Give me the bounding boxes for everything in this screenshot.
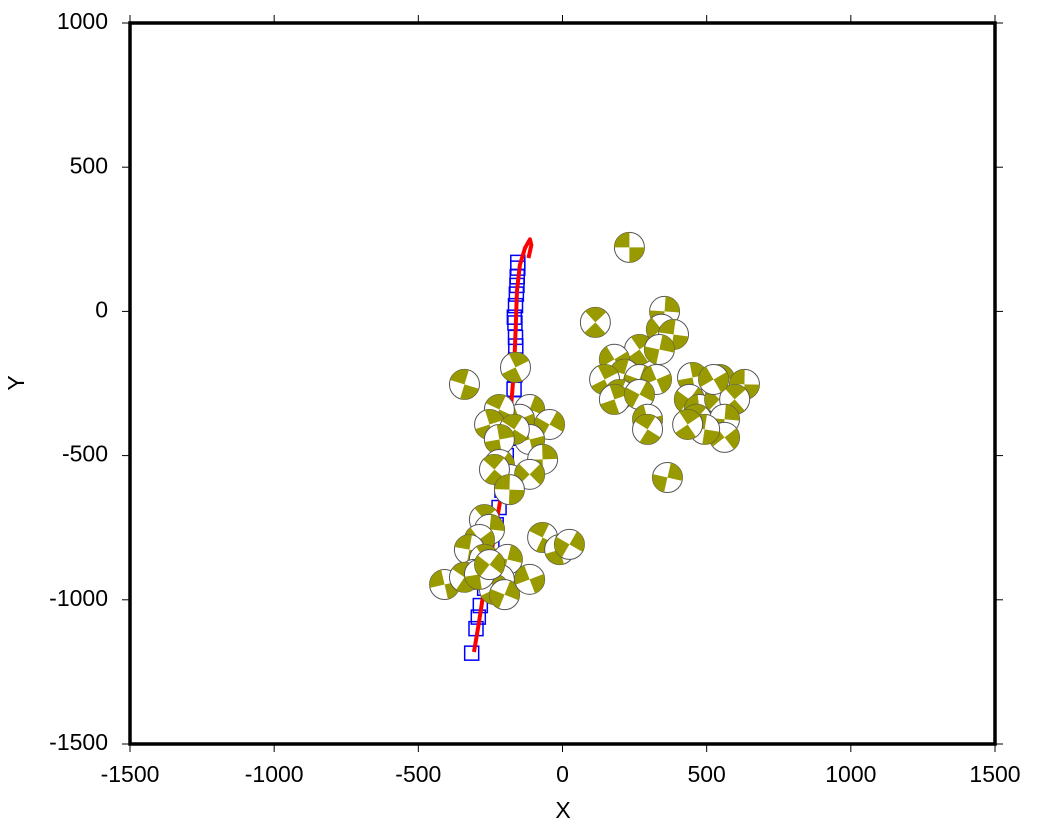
beachball-quadrant (614, 232, 630, 248)
beachball (474, 549, 506, 581)
beachball (448, 368, 480, 400)
beachball-quadrant (501, 414, 523, 430)
beachball (579, 306, 611, 338)
beachball-quadrant (508, 352, 529, 368)
beachball-quadrant (489, 552, 505, 574)
beachball-quadrant (639, 429, 661, 445)
beachball (651, 462, 683, 494)
x-tick-label: 1500 (969, 761, 1020, 787)
beachball (500, 351, 532, 383)
x-tick-label: 1000 (825, 761, 876, 787)
beachball-quadrant (502, 367, 523, 383)
beachball-quadrant (639, 381, 655, 402)
beachball-quadrant (630, 334, 652, 350)
beachball-quadrant (514, 565, 530, 585)
beachball-quadrant (627, 349, 649, 365)
beachball-quadrant (569, 531, 585, 552)
beachball (598, 383, 630, 415)
beachball-quadrant (549, 411, 565, 432)
beachball-quadrant (729, 369, 745, 385)
beachball (553, 528, 585, 560)
beachball (632, 413, 664, 445)
beachball-quadrant (600, 399, 620, 415)
beachball (698, 363, 730, 395)
beachball-quadrant (724, 404, 740, 421)
y-tick-label: 500 (70, 152, 108, 178)
beachball-quadrant (698, 366, 714, 387)
x-tick-label: -500 (395, 761, 441, 787)
beachball-quadrant (679, 409, 701, 425)
beachball-quadrant (542, 444, 558, 460)
beachball-quadrant (704, 388, 720, 411)
beachball-quadrant (664, 296, 680, 313)
beachball-quadrant (484, 409, 504, 425)
beachball-quadrant (652, 474, 668, 493)
y-tick-label: 1000 (57, 8, 108, 34)
beachball-quadrant (464, 574, 482, 590)
beachball-quadrant (489, 514, 505, 531)
beachball-quadrant (667, 462, 683, 481)
beachball-quadrant (454, 534, 472, 550)
x-axis-label: X (555, 797, 570, 823)
beachball-quadrant (724, 428, 740, 450)
x-tick-label: -1000 (245, 761, 304, 787)
beachball-quadrant (702, 429, 720, 445)
beachball-quadrant (485, 394, 506, 410)
beachball (493, 474, 525, 506)
y-tick-label: 0 (95, 296, 108, 322)
beachball-quadrant (429, 569, 445, 588)
beachball-quadrant (450, 369, 469, 385)
beachball-quadrant (609, 384, 629, 400)
beachball-quadrant (554, 536, 570, 558)
x-tick-label: 500 (687, 761, 725, 787)
x-tick-label: -1500 (101, 761, 160, 787)
beachball-quadrant (658, 319, 676, 335)
y-tick-label: -1500 (49, 729, 108, 755)
beachball-quadrant (659, 334, 675, 353)
beachball-quadrant (483, 454, 505, 470)
beachball-quadrant (675, 424, 697, 440)
beachball-quadrant (529, 395, 545, 415)
beachball-quadrant (529, 463, 545, 485)
beachball (613, 231, 645, 263)
beachball (514, 563, 546, 595)
beachball-quadrant (456, 577, 477, 593)
beachball-quadrant (474, 504, 496, 520)
beachball-quadrant (646, 317, 662, 339)
beachball-quadrant (599, 346, 615, 367)
plot-area (429, 231, 760, 661)
y-tick-label: -1000 (49, 585, 108, 611)
y-axis-label: Y (3, 375, 29, 390)
beachball-quadrant (624, 387, 640, 408)
beachball-quadrant (644, 346, 660, 365)
beachball (623, 378, 655, 410)
x-tick-label: 0 (556, 761, 569, 787)
beachball-quadrant (496, 424, 515, 440)
beachball-quadrant (584, 322, 606, 338)
beachball-quadrant (671, 334, 689, 350)
plot-frame (128, 21, 997, 746)
beachball-quadrant (656, 373, 672, 394)
beachball-quadrant (474, 555, 490, 577)
beachball (489, 579, 521, 611)
beachball-quadrant (529, 522, 550, 538)
beachball-quadrant (494, 474, 510, 490)
beachball-quadrant (508, 489, 525, 505)
beachball (643, 333, 675, 365)
beachball-quadrant (629, 247, 645, 263)
square-marker (463, 645, 480, 661)
beachball-quadrant (460, 384, 479, 400)
y-tick-label: -500 (62, 441, 108, 467)
beachball-quadrant (585, 307, 607, 323)
beachball-quadrant (489, 588, 505, 609)
beachball (672, 408, 704, 440)
beachball-quadrant (674, 390, 690, 412)
beachball-quadrant (724, 384, 746, 400)
beachball-quadrant (529, 573, 545, 594)
beachball-quadrant (507, 544, 523, 564)
beachball-quadrant (634, 414, 656, 430)
beachball-quadrant (713, 371, 729, 393)
beachball-quadrant (597, 364, 618, 380)
